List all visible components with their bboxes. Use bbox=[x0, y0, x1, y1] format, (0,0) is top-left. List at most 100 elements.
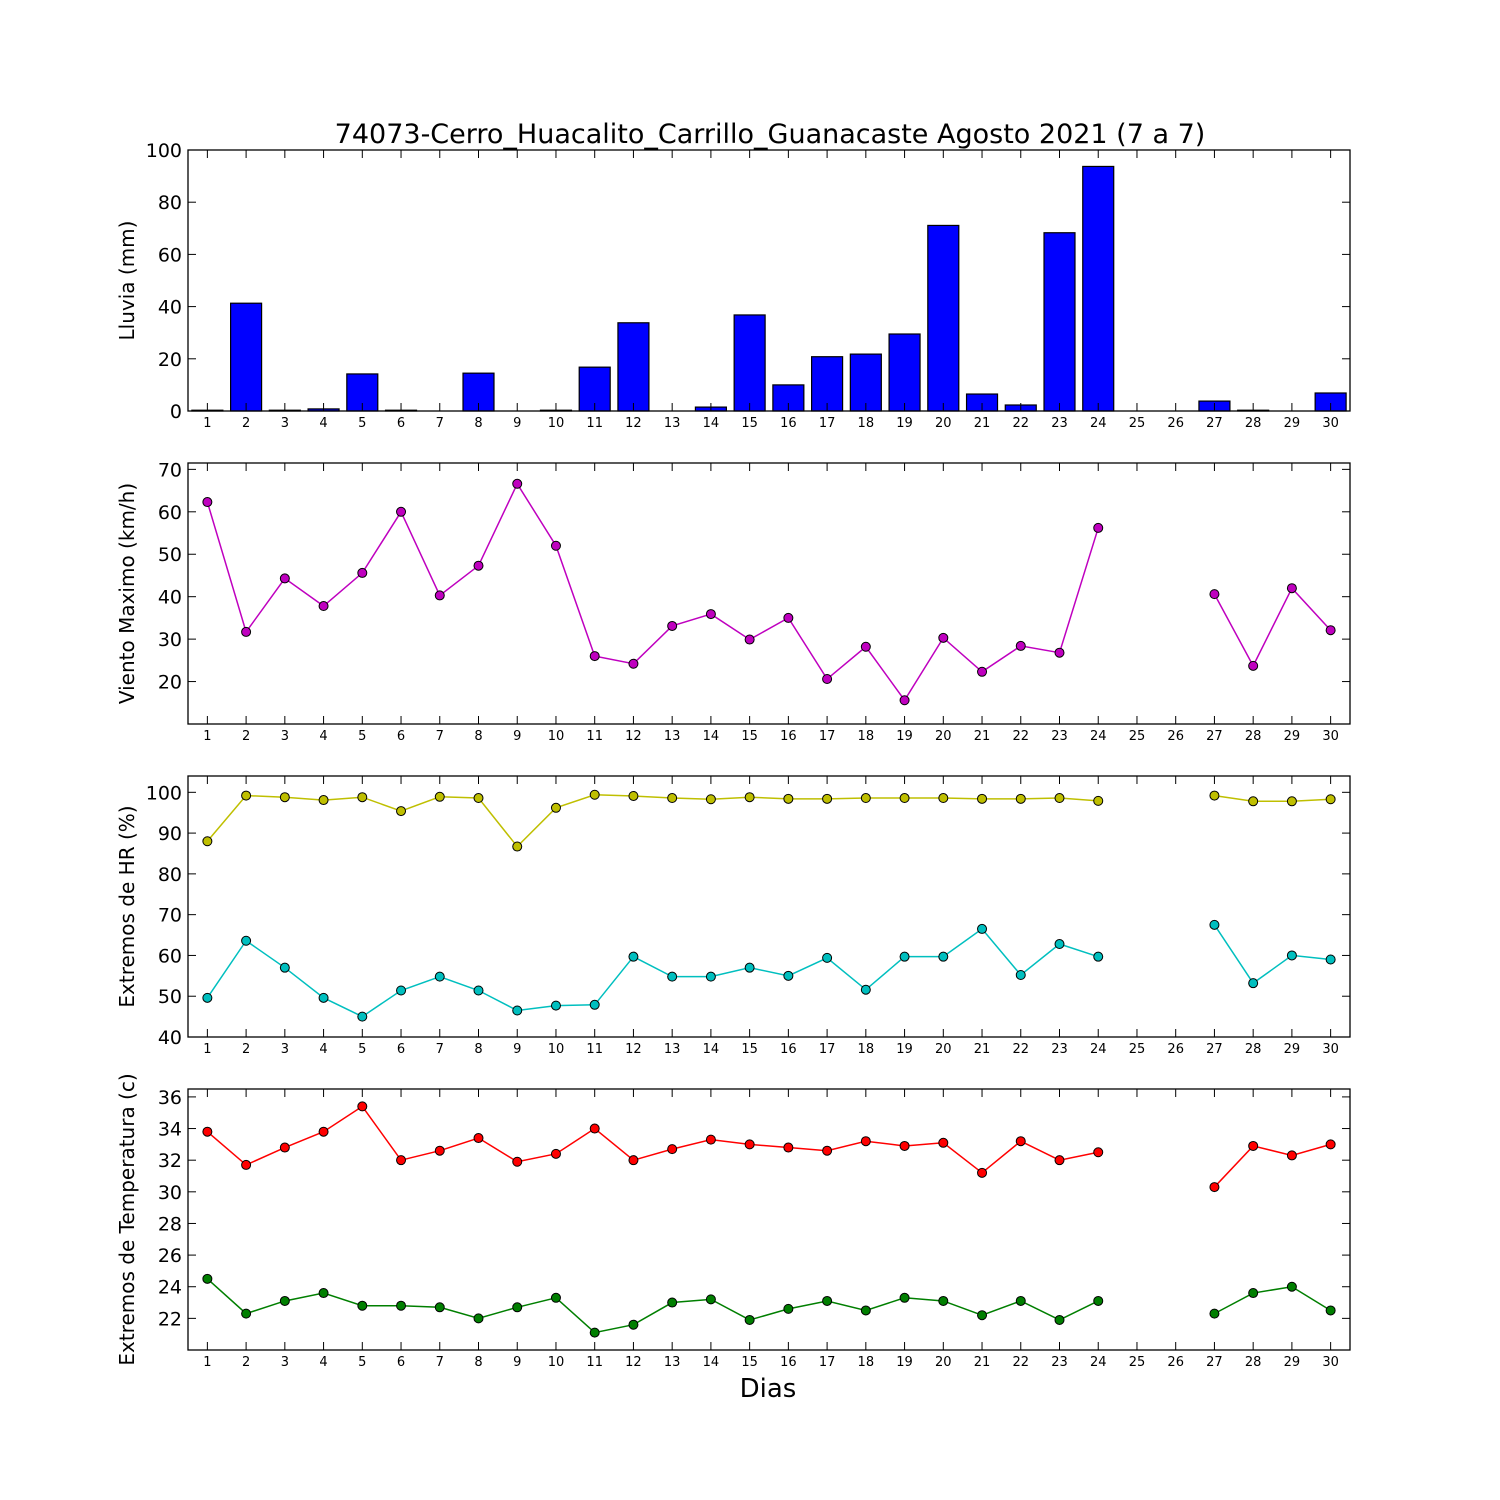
y-tick-label: 28 bbox=[158, 1213, 182, 1235]
data-point bbox=[977, 923, 988, 934]
x-tick-label: 23 bbox=[1051, 729, 1068, 744]
data-point bbox=[744, 962, 755, 973]
x-tick-label: 8 bbox=[474, 1355, 482, 1370]
data-point bbox=[783, 1303, 794, 1314]
data-point bbox=[1093, 1147, 1104, 1158]
x-tick-label: 8 bbox=[474, 1042, 482, 1057]
x-tick-label: 21 bbox=[974, 1042, 991, 1057]
rainfall-bar bbox=[1043, 232, 1076, 412]
data-point bbox=[241, 1308, 252, 1319]
data-point bbox=[1286, 1281, 1297, 1292]
x-tick-label: 2 bbox=[242, 1042, 250, 1057]
x-tick-label: 20 bbox=[935, 729, 952, 744]
x-tick-label: 10 bbox=[548, 729, 565, 744]
data-point bbox=[822, 1295, 833, 1306]
y-tick-label: 60 bbox=[158, 945, 182, 967]
data-point bbox=[977, 666, 988, 677]
x-tick-label: 11 bbox=[586, 1042, 603, 1057]
x-tick-label: 20 bbox=[935, 1355, 952, 1370]
data-point bbox=[396, 1155, 407, 1166]
data-point bbox=[938, 793, 949, 804]
x-tick-label: 28 bbox=[1245, 1355, 1262, 1370]
x-tick-label: 23 bbox=[1051, 1042, 1068, 1057]
data-point bbox=[202, 992, 213, 1003]
data-point bbox=[860, 793, 871, 804]
rainfall-bar bbox=[617, 322, 650, 412]
x-tick-label: 21 bbox=[974, 729, 991, 744]
data-point bbox=[512, 1005, 523, 1016]
data-point bbox=[550, 1292, 561, 1303]
x-tick-label: 4 bbox=[319, 1355, 327, 1370]
x-tick-label: 30 bbox=[1322, 729, 1339, 744]
series-line bbox=[206, 1105, 1099, 1174]
y-tick-label: 100 bbox=[146, 140, 182, 162]
x-tick-label: 5 bbox=[358, 416, 366, 431]
x-tick-label: 27 bbox=[1206, 1042, 1223, 1057]
x-tick-label: 30 bbox=[1322, 416, 1339, 431]
data-point bbox=[512, 478, 523, 489]
y-tick-label: 80 bbox=[158, 192, 182, 214]
data-point bbox=[744, 1139, 755, 1150]
x-tick-label: 29 bbox=[1284, 1355, 1301, 1370]
x-tick-label: 9 bbox=[513, 416, 521, 431]
data-point bbox=[589, 651, 600, 662]
data-point bbox=[473, 793, 484, 804]
x-tick-label: 4 bbox=[319, 729, 327, 744]
data-point bbox=[1209, 790, 1220, 801]
data-point bbox=[318, 795, 329, 806]
data-point bbox=[512, 1302, 523, 1313]
x-tick-label: 18 bbox=[858, 729, 875, 744]
data-point bbox=[705, 794, 716, 805]
x-tick-label: 15 bbox=[741, 729, 758, 744]
series-line bbox=[1214, 794, 1331, 803]
x-tick-label: 6 bbox=[397, 1042, 405, 1057]
x-tick-label: 3 bbox=[281, 1042, 289, 1057]
y-tick-label: 26 bbox=[158, 1245, 182, 1267]
x-tick-label: 7 bbox=[436, 729, 444, 744]
data-point bbox=[434, 1302, 445, 1313]
data-point bbox=[860, 984, 871, 995]
x-tick-label: 28 bbox=[1245, 416, 1262, 431]
x-tick-label: 10 bbox=[548, 416, 565, 431]
x-tick-label: 20 bbox=[935, 1042, 952, 1057]
data-point bbox=[202, 1273, 213, 1284]
data-point bbox=[977, 1167, 988, 1178]
data-point bbox=[279, 1142, 290, 1153]
y-tick-label: 30 bbox=[158, 1182, 182, 1204]
series-line bbox=[206, 927, 1099, 1018]
data-point bbox=[279, 962, 290, 973]
x-tick-label: 8 bbox=[474, 416, 482, 431]
x-tick-label: 25 bbox=[1129, 729, 1146, 744]
x-tick-label: 25 bbox=[1129, 416, 1146, 431]
data-point bbox=[1209, 919, 1220, 930]
data-point bbox=[550, 1148, 561, 1159]
x-tick-label: 7 bbox=[436, 1355, 444, 1370]
axes-frame bbox=[187, 149, 1351, 412]
x-tick-label: 29 bbox=[1284, 729, 1301, 744]
y-axis-label: Viento Maximo (km/h) bbox=[115, 483, 139, 704]
data-point bbox=[1015, 793, 1026, 804]
data-point bbox=[899, 1140, 910, 1151]
x-tick-label: 24 bbox=[1090, 1042, 1107, 1057]
x-tick-label: 19 bbox=[896, 729, 913, 744]
x-tick-label: 22 bbox=[1012, 416, 1029, 431]
x-tick-label: 12 bbox=[625, 1355, 642, 1370]
x-tick-label: 30 bbox=[1322, 1042, 1339, 1057]
data-point bbox=[1054, 647, 1065, 658]
x-tick-label: 14 bbox=[703, 416, 720, 431]
y-tick-label: 80 bbox=[158, 864, 182, 886]
data-point bbox=[1054, 1155, 1065, 1166]
data-point bbox=[744, 1314, 755, 1325]
data-point bbox=[705, 609, 716, 620]
y-tick-label: 40 bbox=[158, 297, 182, 319]
data-point bbox=[473, 1313, 484, 1324]
data-point bbox=[899, 951, 910, 962]
x-tick-label: 11 bbox=[586, 729, 603, 744]
series-line bbox=[206, 1278, 1099, 1334]
data-point bbox=[512, 841, 523, 852]
rainfall-bar bbox=[811, 356, 844, 412]
data-point bbox=[705, 1294, 716, 1305]
x-tick-label: 10 bbox=[548, 1042, 565, 1057]
y-tick-label: 0 bbox=[170, 401, 182, 423]
x-tick-label: 24 bbox=[1090, 416, 1107, 431]
